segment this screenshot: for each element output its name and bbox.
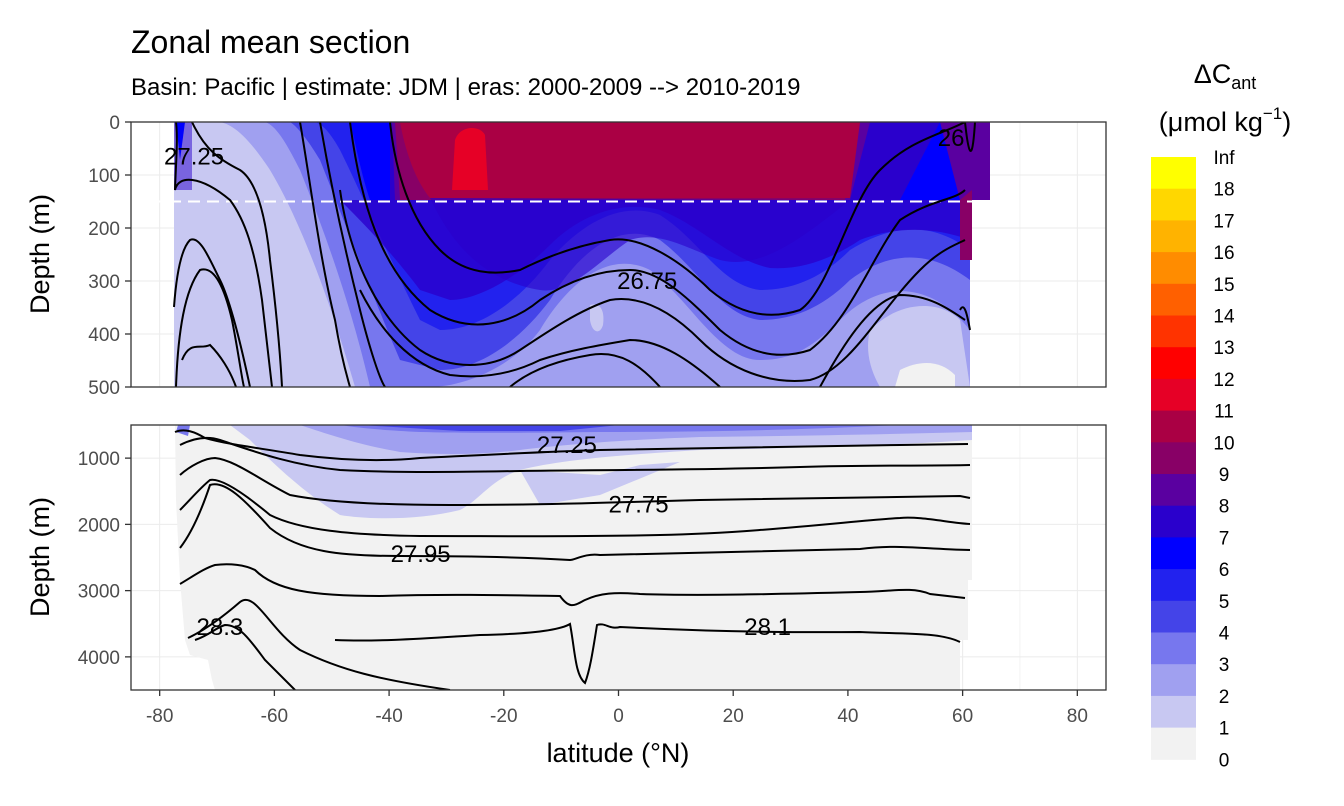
legend-label: 12 bbox=[1213, 370, 1234, 391]
x-tick-label: -80 bbox=[146, 706, 173, 727]
legend-label: 16 bbox=[1213, 243, 1234, 264]
legend-swatch bbox=[1151, 283, 1196, 316]
legend-swatch bbox=[1151, 632, 1196, 665]
legend-unit-close: ) bbox=[1282, 107, 1291, 137]
lower-y-axis: 1000 2000 3000 4000 bbox=[78, 449, 131, 669]
legend-label: 5 bbox=[1219, 592, 1230, 613]
y-tick-label: 3000 bbox=[78, 582, 120, 603]
legend-colorbar bbox=[1151, 157, 1196, 760]
upper-contour-labels: 27.25 26.75 26 bbox=[164, 125, 964, 295]
legend-label: 0 bbox=[1219, 750, 1230, 771]
legend-swatch bbox=[1151, 600, 1196, 633]
x-axis-title: latitude (°N) bbox=[547, 738, 690, 768]
x-tick-label: -40 bbox=[375, 706, 402, 727]
legend-unit-main: (μmol kg bbox=[1159, 107, 1263, 137]
legend-swatch bbox=[1151, 537, 1196, 570]
contour-label: 26.75 bbox=[617, 268, 677, 295]
y-tick-label: 400 bbox=[88, 325, 120, 346]
contour-label: 26 bbox=[938, 125, 965, 152]
legend-label: 18 bbox=[1213, 180, 1234, 201]
legend-label: 17 bbox=[1213, 211, 1234, 232]
legend-unit: (μmol kg−1) bbox=[1159, 104, 1291, 137]
y-tick-label: 2000 bbox=[78, 515, 120, 536]
legend-label: 6 bbox=[1219, 560, 1230, 581]
legend-title: ΔCant bbox=[1194, 59, 1257, 93]
legend-label: 10 bbox=[1213, 433, 1234, 454]
chart-subtitle: Basin: Pacific | estimate: JDM | eras: 2… bbox=[131, 74, 801, 101]
legend-swatch bbox=[1151, 410, 1196, 443]
legend-label: 2 bbox=[1219, 687, 1230, 708]
contour-label: 28.3 bbox=[197, 614, 244, 641]
x-axis: -80 -60 -40 -20 0 20 40 60 80 bbox=[146, 690, 1088, 727]
legend: ΔCant (μmol kg−1) Inf1817161514131211109… bbox=[1151, 59, 1291, 771]
upper-y-axis: 0 100 200 300 400 500 bbox=[88, 113, 131, 399]
legend-label: 14 bbox=[1213, 307, 1235, 328]
x-tick-label: 80 bbox=[1067, 706, 1088, 727]
contour-label: 27.75 bbox=[609, 492, 669, 519]
legend-label: 11 bbox=[1214, 402, 1234, 423]
legend-swatch bbox=[1151, 727, 1196, 760]
legend-swatch bbox=[1151, 347, 1196, 380]
legend-unit-superscript: −1 bbox=[1263, 104, 1282, 123]
legend-label: 15 bbox=[1213, 275, 1234, 296]
upper-panel: 27.25 26.75 26 0 100 200 300 400 500 bbox=[88, 113, 1107, 399]
legend-label: 3 bbox=[1219, 655, 1230, 676]
chart-title: Zonal mean section bbox=[131, 24, 411, 60]
legend-swatch bbox=[1151, 505, 1196, 538]
legend-label: Inf bbox=[1213, 148, 1235, 169]
x-tick-label: 0 bbox=[613, 706, 624, 727]
legend-swatch bbox=[1151, 157, 1196, 190]
contour-label: 27.95 bbox=[391, 541, 451, 568]
lower-isopycnal-contours bbox=[174, 429, 971, 690]
legend-swatch bbox=[1151, 220, 1196, 253]
legend-label: 13 bbox=[1213, 338, 1234, 359]
x-tick-label: -20 bbox=[490, 706, 517, 727]
contour-label: 27.25 bbox=[164, 143, 224, 170]
x-tick-label: -60 bbox=[261, 706, 288, 727]
legend-swatch bbox=[1151, 474, 1196, 507]
legend-swatch bbox=[1151, 664, 1196, 697]
legend-label: 1 bbox=[1219, 719, 1230, 740]
legend-title-subscript: ant bbox=[1231, 73, 1256, 93]
legend-label: 9 bbox=[1219, 465, 1230, 486]
legend-swatch bbox=[1151, 252, 1196, 285]
legend-swatch bbox=[1151, 315, 1196, 348]
contour-label: 28.1 bbox=[744, 614, 791, 641]
y-tick-label: 0 bbox=[109, 113, 120, 134]
y-axis-title-upper: Depth (m) bbox=[25, 194, 55, 314]
legend-swatch bbox=[1151, 569, 1196, 602]
y-axis-title-lower: Depth (m) bbox=[25, 497, 55, 617]
y-tick-label: 200 bbox=[88, 219, 120, 240]
legend-label: 8 bbox=[1219, 497, 1230, 518]
upper-panel-border bbox=[130, 121, 1107, 388]
y-tick-label: 1000 bbox=[78, 449, 120, 470]
legend-label: 7 bbox=[1219, 528, 1230, 549]
upper-filled-contours bbox=[174, 122, 990, 387]
contour-label: 27.25 bbox=[537, 432, 597, 459]
legend-swatch bbox=[1151, 378, 1196, 412]
legend-swatch bbox=[1151, 442, 1196, 475]
y-tick-label: 100 bbox=[88, 166, 120, 187]
y-tick-label: 4000 bbox=[78, 648, 120, 669]
legend-title-main: ΔC bbox=[1194, 59, 1232, 89]
legend-label: 4 bbox=[1219, 624, 1230, 645]
legend-swatch bbox=[1151, 695, 1196, 729]
y-tick-label: 500 bbox=[88, 378, 120, 399]
x-tick-label: 40 bbox=[837, 706, 858, 727]
legend-swatch bbox=[1151, 188, 1196, 221]
lower-contour-labels: 27.25 27.75 27.95 28.3 28.1 bbox=[197, 432, 791, 641]
upper-isopycnal-contours bbox=[173, 122, 976, 387]
x-tick-label: 20 bbox=[723, 706, 744, 727]
lower-panel: 27.25 27.75 27.95 28.3 28.1 1000 2000 3000 4000 bbox=[78, 424, 1107, 691]
x-tick-label: 60 bbox=[952, 706, 973, 727]
lower-filled-contours bbox=[175, 425, 972, 690]
y-tick-label: 300 bbox=[88, 272, 120, 293]
